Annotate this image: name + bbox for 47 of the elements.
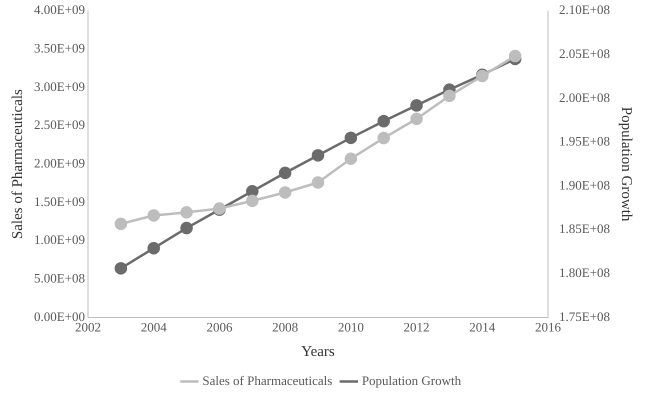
y-tick-label: 1.00E+09 [34, 232, 86, 248]
x-tick-label: 2012 [404, 320, 430, 335]
point [312, 149, 324, 162]
point [147, 242, 160, 254]
y2-tick-label: 1.95E+08 [558, 134, 610, 149]
x-tick-label: 2004 [140, 320, 168, 335]
point [114, 218, 128, 230]
y-tick-label: 1.50E+09 [34, 194, 86, 209]
y-tick-label: 3.00E+09 [34, 78, 86, 94]
point [344, 132, 358, 144]
point [344, 152, 358, 165]
point [278, 166, 292, 180]
x-tick-label: 2006 [206, 320, 233, 335]
y-tick-label: 4.00E+09 [34, 2, 86, 18]
point [278, 186, 292, 199]
point [312, 176, 324, 189]
x-tick-label: 2016 [534, 320, 562, 335]
point [377, 114, 390, 128]
point [377, 132, 390, 144]
point [443, 90, 456, 102]
point [180, 206, 193, 219]
point [410, 99, 423, 112]
legend-label: Population Growth [362, 372, 462, 388]
point [246, 194, 259, 208]
y-tick-label: 3.50E+09 [34, 40, 86, 56]
y2-tick-label: 1.90E+08 [558, 177, 610, 192]
point [410, 112, 423, 126]
y2-tick-label: 2.10E+08 [558, 2, 610, 18]
point [147, 209, 160, 222]
y2-tick-label: 2.05E+08 [558, 46, 610, 62]
y-tick-label: 5.00E+08 [34, 270, 86, 286]
y2-tick-label: 1.85E+08 [558, 221, 610, 236]
x-tick-label: 2010 [338, 320, 364, 335]
y2-tick-label: 1.75E+08 [558, 308, 610, 324]
x-axis-title: Years [301, 344, 335, 360]
y-tick-label: 2.00E+09 [34, 156, 86, 171]
point [508, 50, 522, 62]
point [180, 222, 193, 234]
x-tick-label: 2008 [272, 320, 298, 335]
y2-tick-label: 2.00E+08 [558, 90, 610, 105]
y-tick-label: 2.50E+09 [34, 117, 86, 132]
y-axis-title: Sales of Pharmaceuticals [10, 88, 26, 240]
x-tick-label: 2014 [469, 320, 496, 335]
y2-tick-label: 1.80E+08 [558, 265, 610, 280]
point [114, 262, 128, 275]
legend-label: Sales of Pharmaceuticals [202, 372, 332, 388]
y2-axis-title: Population Growth [618, 106, 634, 222]
